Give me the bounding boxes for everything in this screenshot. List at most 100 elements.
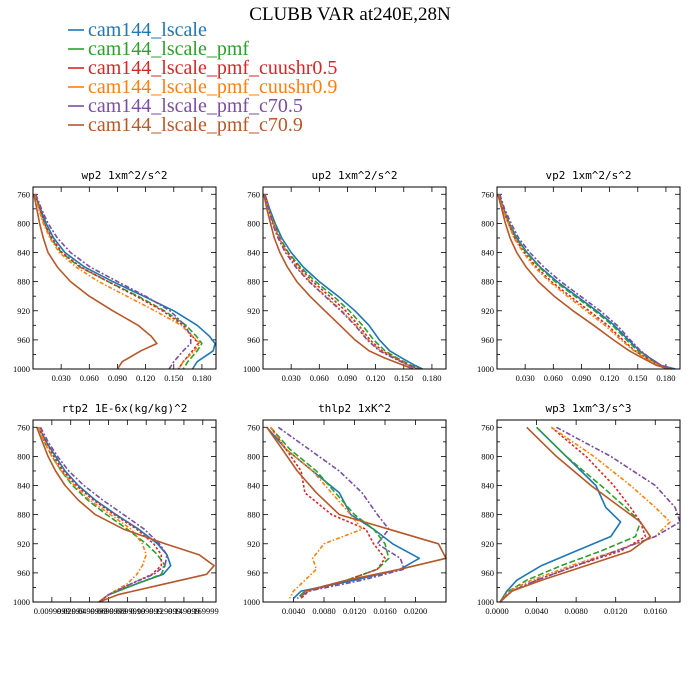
panel-title-4: thlp2 1xK^2 bbox=[318, 402, 391, 415]
ytick-label-4-3: 880 bbox=[247, 510, 260, 520]
ytick-label-5-1: 800 bbox=[481, 451, 494, 461]
ytick-label-3-5: 960 bbox=[17, 568, 30, 578]
ytick-label-0-6: 1000 bbox=[13, 364, 30, 374]
xtick-label-1-0: 0.030 bbox=[282, 373, 301, 383]
xtick-label-2-0: 0.030 bbox=[516, 373, 535, 383]
legend-label-5: cam144_lscale_pmf_c70.9 bbox=[88, 114, 303, 136]
xtick-label-2-2: 0.090 bbox=[572, 373, 591, 383]
ytick-label-2-2: 840 bbox=[481, 248, 494, 258]
ytick-label-3-6: 1000 bbox=[13, 597, 30, 607]
series-line-1-0 bbox=[264, 194, 423, 370]
plot-frame-3 bbox=[32, 419, 217, 603]
xtick-label-3-5: 0.109999 bbox=[130, 606, 162, 616]
series-line-1-5 bbox=[263, 194, 414, 370]
series-line-0-1 bbox=[34, 194, 203, 370]
series-line-2-4 bbox=[499, 194, 674, 370]
xtick-label-5-0: 0.0000 bbox=[485, 606, 508, 616]
ytick-label-4-4: 920 bbox=[247, 539, 260, 549]
series-line-0-3 bbox=[34, 194, 201, 370]
ytick-label-0-5: 960 bbox=[17, 335, 30, 345]
series-line-4-4 bbox=[277, 426, 405, 600]
ytick-label-3-1: 800 bbox=[17, 451, 30, 461]
xtick-label-4-2: 0.0120 bbox=[343, 606, 366, 616]
series-line-3-5 bbox=[36, 427, 215, 603]
xtick-label-5-1: 0.0040 bbox=[525, 606, 548, 616]
series-line-5-0 bbox=[499, 426, 622, 603]
ytick-label-1-5: 960 bbox=[247, 335, 260, 345]
ytick-label-2-0: 760 bbox=[481, 189, 494, 199]
xtick-label-0-2: 0.090 bbox=[108, 373, 127, 383]
xtick-label-5-3: 0.0120 bbox=[604, 606, 627, 616]
legend-label-1: cam144_lscale_pmf bbox=[88, 38, 249, 60]
xtick-label-2-5: 0.180 bbox=[656, 373, 675, 383]
ytick-label-0-4: 920 bbox=[17, 306, 30, 316]
xtick-label-0-5: 0.180 bbox=[192, 373, 211, 383]
series-line-4-1 bbox=[269, 426, 390, 599]
xtick-label-3-3: 0.0699999 bbox=[90, 606, 126, 616]
series-line-5-2 bbox=[499, 426, 647, 603]
xtick-label-3-8: 0.169999 bbox=[187, 606, 219, 616]
ytick-label-3-4: 920 bbox=[17, 539, 30, 549]
panel-title-1: up2 1xm^2/s^2 bbox=[311, 169, 397, 182]
xtick-label-1-1: 0.060 bbox=[310, 373, 329, 383]
xtick-label-3-4: 0.0899999 bbox=[109, 606, 145, 616]
panel-title-0: wp2 1xm^2/s^2 bbox=[81, 169, 167, 182]
plot-frame-1 bbox=[262, 186, 447, 370]
panel-4: thlp2 1xK^2 760 800 840 880 920 960 1000 0.0040 0… bbox=[243, 402, 447, 616]
xtick-label-4-0: 0.0040 bbox=[282, 606, 305, 616]
xtick-label-4-3: 0.0160 bbox=[373, 606, 396, 616]
ytick-label-2-4: 920 bbox=[481, 306, 494, 316]
series-line-2-3 bbox=[498, 194, 671, 370]
ytick-label-5-5: 960 bbox=[481, 568, 494, 578]
ytick-label-1-4: 920 bbox=[247, 306, 260, 316]
series-line-3-2 bbox=[37, 426, 163, 603]
ytick-label-0-1: 800 bbox=[17, 218, 30, 228]
ytick-label-5-6: 1000 bbox=[477, 597, 494, 607]
series-line-0-4 bbox=[35, 194, 192, 370]
xtick-label-1-3: 0.120 bbox=[366, 373, 385, 383]
xtick-label-0-3: 0.120 bbox=[136, 373, 155, 383]
panel-title-5: wp3 1xm^3/s^3 bbox=[545, 402, 631, 415]
xtick-label-2-1: 0.060 bbox=[544, 373, 563, 383]
ytick-label-2-1: 800 bbox=[481, 218, 494, 228]
ytick-label-4-1: 800 bbox=[247, 451, 260, 461]
xtick-label-3-0: 0.0099999 bbox=[34, 606, 70, 616]
xtick-label-4-1: 0.0080 bbox=[312, 606, 335, 616]
xtick-label-3-7: 0.149999 bbox=[168, 606, 200, 616]
series-line-1-4 bbox=[264, 194, 419, 370]
series-line-3-3 bbox=[37, 427, 147, 603]
series-line-0-5 bbox=[33, 194, 158, 370]
panel-title-3: rtp2 1E-6x(kg/kg)^2 bbox=[62, 402, 188, 415]
panel-5: wp3 1xm^3/s^3 760 800 840 880 920 960 10000.000… bbox=[477, 402, 681, 616]
ytick-label-1-0: 760 bbox=[247, 189, 260, 199]
legend-label-3: cam144_lscale_pmf_cuushr0.9 bbox=[88, 76, 337, 98]
ytick-label-5-0: 760 bbox=[481, 422, 494, 432]
series-line-2-0 bbox=[498, 194, 676, 370]
ytick-label-4-5: 960 bbox=[247, 568, 260, 578]
ytick-label-5-4: 920 bbox=[481, 539, 494, 549]
series-line-2-5 bbox=[497, 194, 669, 370]
xtick-label-5-2: 0.0080 bbox=[564, 606, 587, 616]
plot-frame-2 bbox=[496, 186, 681, 370]
xtick-label-2-3: 0.120 bbox=[600, 373, 619, 383]
xtick-label-0-0: 0.030 bbox=[52, 373, 71, 383]
series-line-2-2 bbox=[498, 194, 672, 370]
series-line-5-1 bbox=[499, 426, 642, 603]
series-line-1-2 bbox=[264, 194, 420, 370]
series-line-5-5 bbox=[499, 426, 652, 603]
xtick-label-4-4: 0.0200 bbox=[404, 606, 427, 616]
xtick-label-1-2: 0.090 bbox=[338, 373, 357, 383]
xtick-label-2-4: 0.150 bbox=[628, 373, 647, 383]
series-line-5-4 bbox=[499, 426, 681, 603]
series-line-4-5 bbox=[266, 426, 447, 599]
ytick-label-3-3: 880 bbox=[17, 510, 30, 520]
ytick-label-1-3: 880 bbox=[247, 277, 260, 287]
ytick-label-2-5: 960 bbox=[481, 335, 494, 345]
panel-2: vp2 1xm^2/s^2 760 800 840 880 920 960 1000 0.030… bbox=[477, 169, 681, 383]
series-line-0-2 bbox=[34, 194, 199, 370]
ytick-label-3-2: 840 bbox=[17, 481, 30, 491]
xtick-label-5-4: 0.0160 bbox=[644, 606, 667, 616]
panel-title-2: vp2 1xm^2/s^2 bbox=[545, 169, 631, 182]
legend: cam144_lscalecam144_lscale_pmfcam144_lsc… bbox=[68, 19, 337, 136]
